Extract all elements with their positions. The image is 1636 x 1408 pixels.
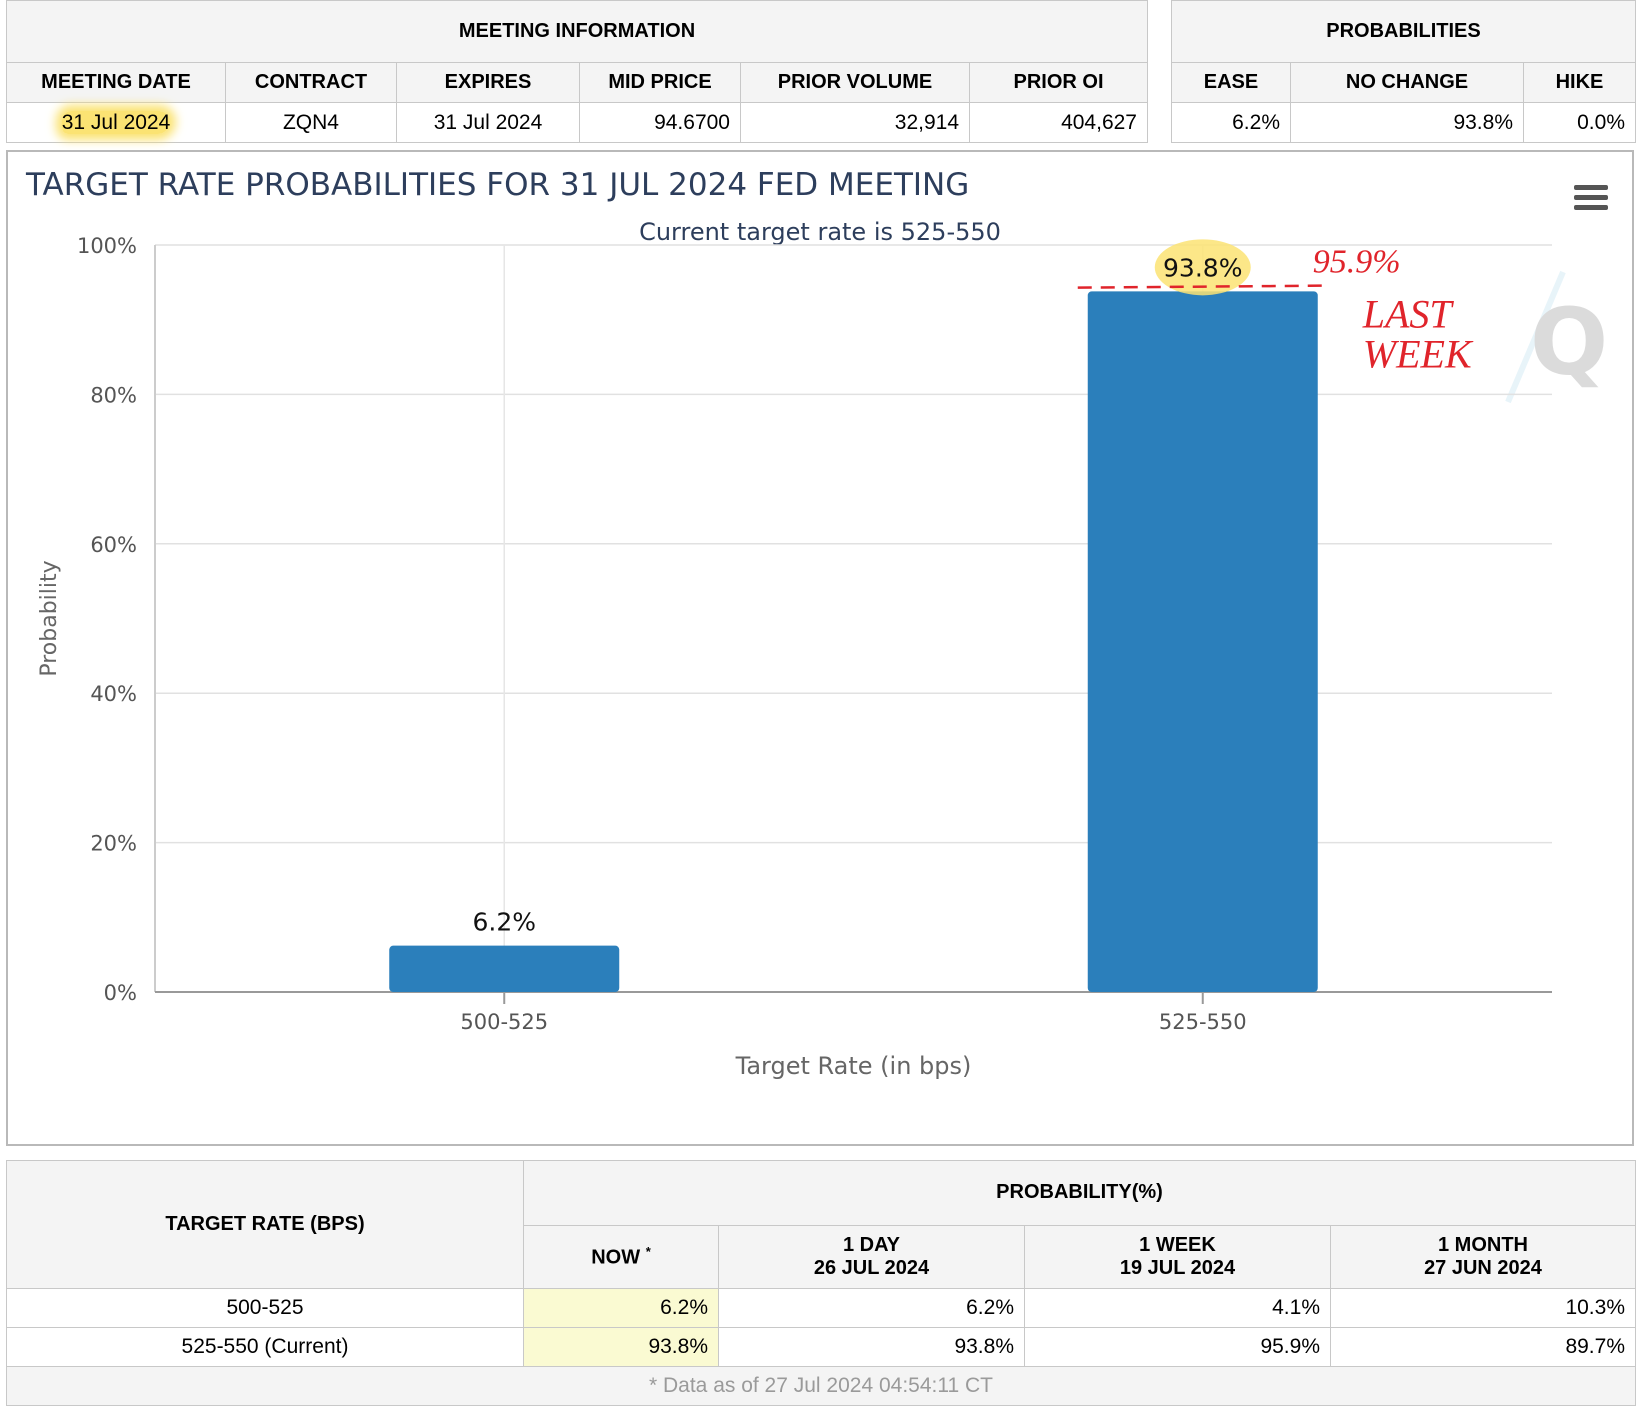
meeting-info-header: MEETING INFORMATION	[6, 0, 1148, 63]
now-value: 93.8%	[523, 1327, 719, 1368]
col-meeting-date: MEETING DATE	[6, 62, 226, 103]
col-hike: HIKE	[1523, 62, 1636, 103]
prior-volume-value: 32,914	[740, 102, 970, 143]
col-1-month-line1: 1 MONTH	[1438, 1233, 1528, 1256]
mid-price-value: 94.6700	[579, 102, 741, 143]
y-axis-label: Probability	[37, 560, 62, 676]
one-month-value: 10.3%	[1330, 1287, 1636, 1329]
probability-history-table: TARGET RATE (BPS) PROBABILITY(%) NOW * 1…	[6, 1160, 1636, 1406]
last-week-dashed-line	[1077, 284, 1328, 289]
one-day-value: 93.8%	[718, 1327, 1025, 1368]
meeting-date-value: 31 Jul 2024	[61, 110, 171, 134]
target-rate-header: TARGET RATE (BPS)	[6, 1160, 524, 1289]
contract-value: ZQN4	[225, 102, 397, 143]
col-1-month: 1 MONTH 27 JUN 2024	[1330, 1224, 1636, 1289]
one-day-value: 6.2%	[718, 1287, 1025, 1329]
probability-chart: TARGET RATE PROBABILITIES FOR 31 JUL 202…	[25, 167, 1608, 1080]
watermark-letter: Q	[1530, 289, 1608, 396]
col-mid-price: MID PRICE	[579, 62, 741, 103]
table-row: 525-550 (Current) 93.8% 93.8% 95.9% 89.7…	[6, 1327, 1636, 1368]
col-1-month-line2: 27 JUN 2024	[1424, 1256, 1542, 1279]
chart-subtitle: Current target rate is 525-550	[639, 218, 1001, 246]
ease-value: 6.2%	[1171, 102, 1291, 143]
bar-500-525	[389, 945, 620, 992]
hamburger-menu-icon[interactable]	[1574, 185, 1608, 210]
y-tick-label: 100%	[77, 234, 137, 258]
one-month-value: 89.7%	[1330, 1327, 1636, 1368]
x-axis-label: Target Rate (in bps)	[735, 1052, 972, 1080]
x-tick-label: 500-525	[460, 1010, 548, 1034]
now-label: NOW	[591, 1246, 641, 1269]
one-week-value: 4.1%	[1024, 1287, 1331, 1329]
x-tick-label: 525-550	[1159, 1010, 1247, 1034]
probability-header: PROBABILITY(%)	[523, 1160, 1636, 1226]
no-change-value: 93.8%	[1290, 102, 1524, 143]
col-1-week: 1 WEEK 19 JUL 2024	[1024, 1224, 1331, 1289]
now-value: 6.2%	[523, 1287, 719, 1329]
data-timestamp-footnote: * Data as of 27 Jul 2024 04:54:11 CT	[6, 1366, 1636, 1406]
y-tick-label: 80%	[90, 383, 137, 407]
col-1-week-line1: 1 WEEK	[1139, 1233, 1216, 1256]
hike-value: 0.0%	[1523, 102, 1636, 143]
watermark-logo: Q	[1505, 270, 1608, 404]
col-now: NOW *	[523, 1224, 719, 1289]
rate-525-550: 525-550 (Current)	[6, 1327, 524, 1368]
plot-area: 0% 20% 40% 60% 80% 100% 500-525 6.2% 525-550 93.8…	[77, 234, 1552, 1034]
probabilities-table: PROBABILITIES EASE NO CHANGE HIKE 6.2% 9…	[1171, 0, 1636, 143]
col-1-day-line1: 1 DAY	[842, 1233, 901, 1256]
probabilities-header: PROBABILITIES	[1171, 0, 1636, 63]
meeting-info-table: MEETING INFORMATION MEETING DATE CONTRAC…	[6, 0, 1148, 143]
col-expires: EXPIRES	[396, 62, 580, 103]
last-week-note-line2: WEEK	[1363, 332, 1474, 377]
bar-525-550	[1087, 291, 1318, 993]
one-week-value: 95.9%	[1024, 1327, 1331, 1368]
chart-panel: TARGET RATE PROBABILITIES FOR 31 JUL 202…	[6, 150, 1634, 1146]
rate-500-525: 500-525	[6, 1287, 524, 1329]
y-tick-label: 60%	[90, 533, 137, 557]
col-1-day: 1 DAY 26 JUL 2024	[718, 1224, 1025, 1289]
col-prior-oi: PRIOR OI	[969, 62, 1148, 103]
col-ease: EASE	[1171, 62, 1291, 103]
y-tick-label: 0%	[104, 981, 137, 1005]
table-row: 500-525 6.2% 6.2% 4.1% 10.3%	[6, 1287, 1636, 1329]
meeting-date-cell: 31 Jul 2024	[6, 102, 226, 143]
chart-title: TARGET RATE PROBABILITIES FOR 31 JUL 202…	[25, 167, 969, 203]
last-week-annotation: 95.9% LAST WEEK	[1077, 244, 1474, 377]
col-1-week-line2: 19 JUL 2024	[1119, 1256, 1236, 1279]
y-tick-label: 20%	[90, 832, 137, 856]
col-prior-volume: PRIOR VOLUME	[740, 62, 970, 103]
col-1-day-line2: 26 JUL 2024	[813, 1256, 930, 1279]
col-contract: CONTRACT	[225, 62, 397, 103]
expires-value: 31 Jul 2024	[396, 102, 580, 143]
prior-oi-value: 404,627	[969, 102, 1148, 143]
data-label: 93.8%	[1163, 253, 1242, 282]
col-no-change: NO CHANGE	[1290, 62, 1524, 103]
data-label-highlight	[1154, 239, 1251, 296]
y-tick-label: 40%	[90, 682, 137, 706]
last-week-value-note: 95.9%	[1313, 244, 1401, 281]
last-week-note-line1: LAST	[1362, 292, 1455, 337]
data-label: 6.2%	[472, 908, 536, 937]
now-marker: *	[645, 1243, 651, 1259]
